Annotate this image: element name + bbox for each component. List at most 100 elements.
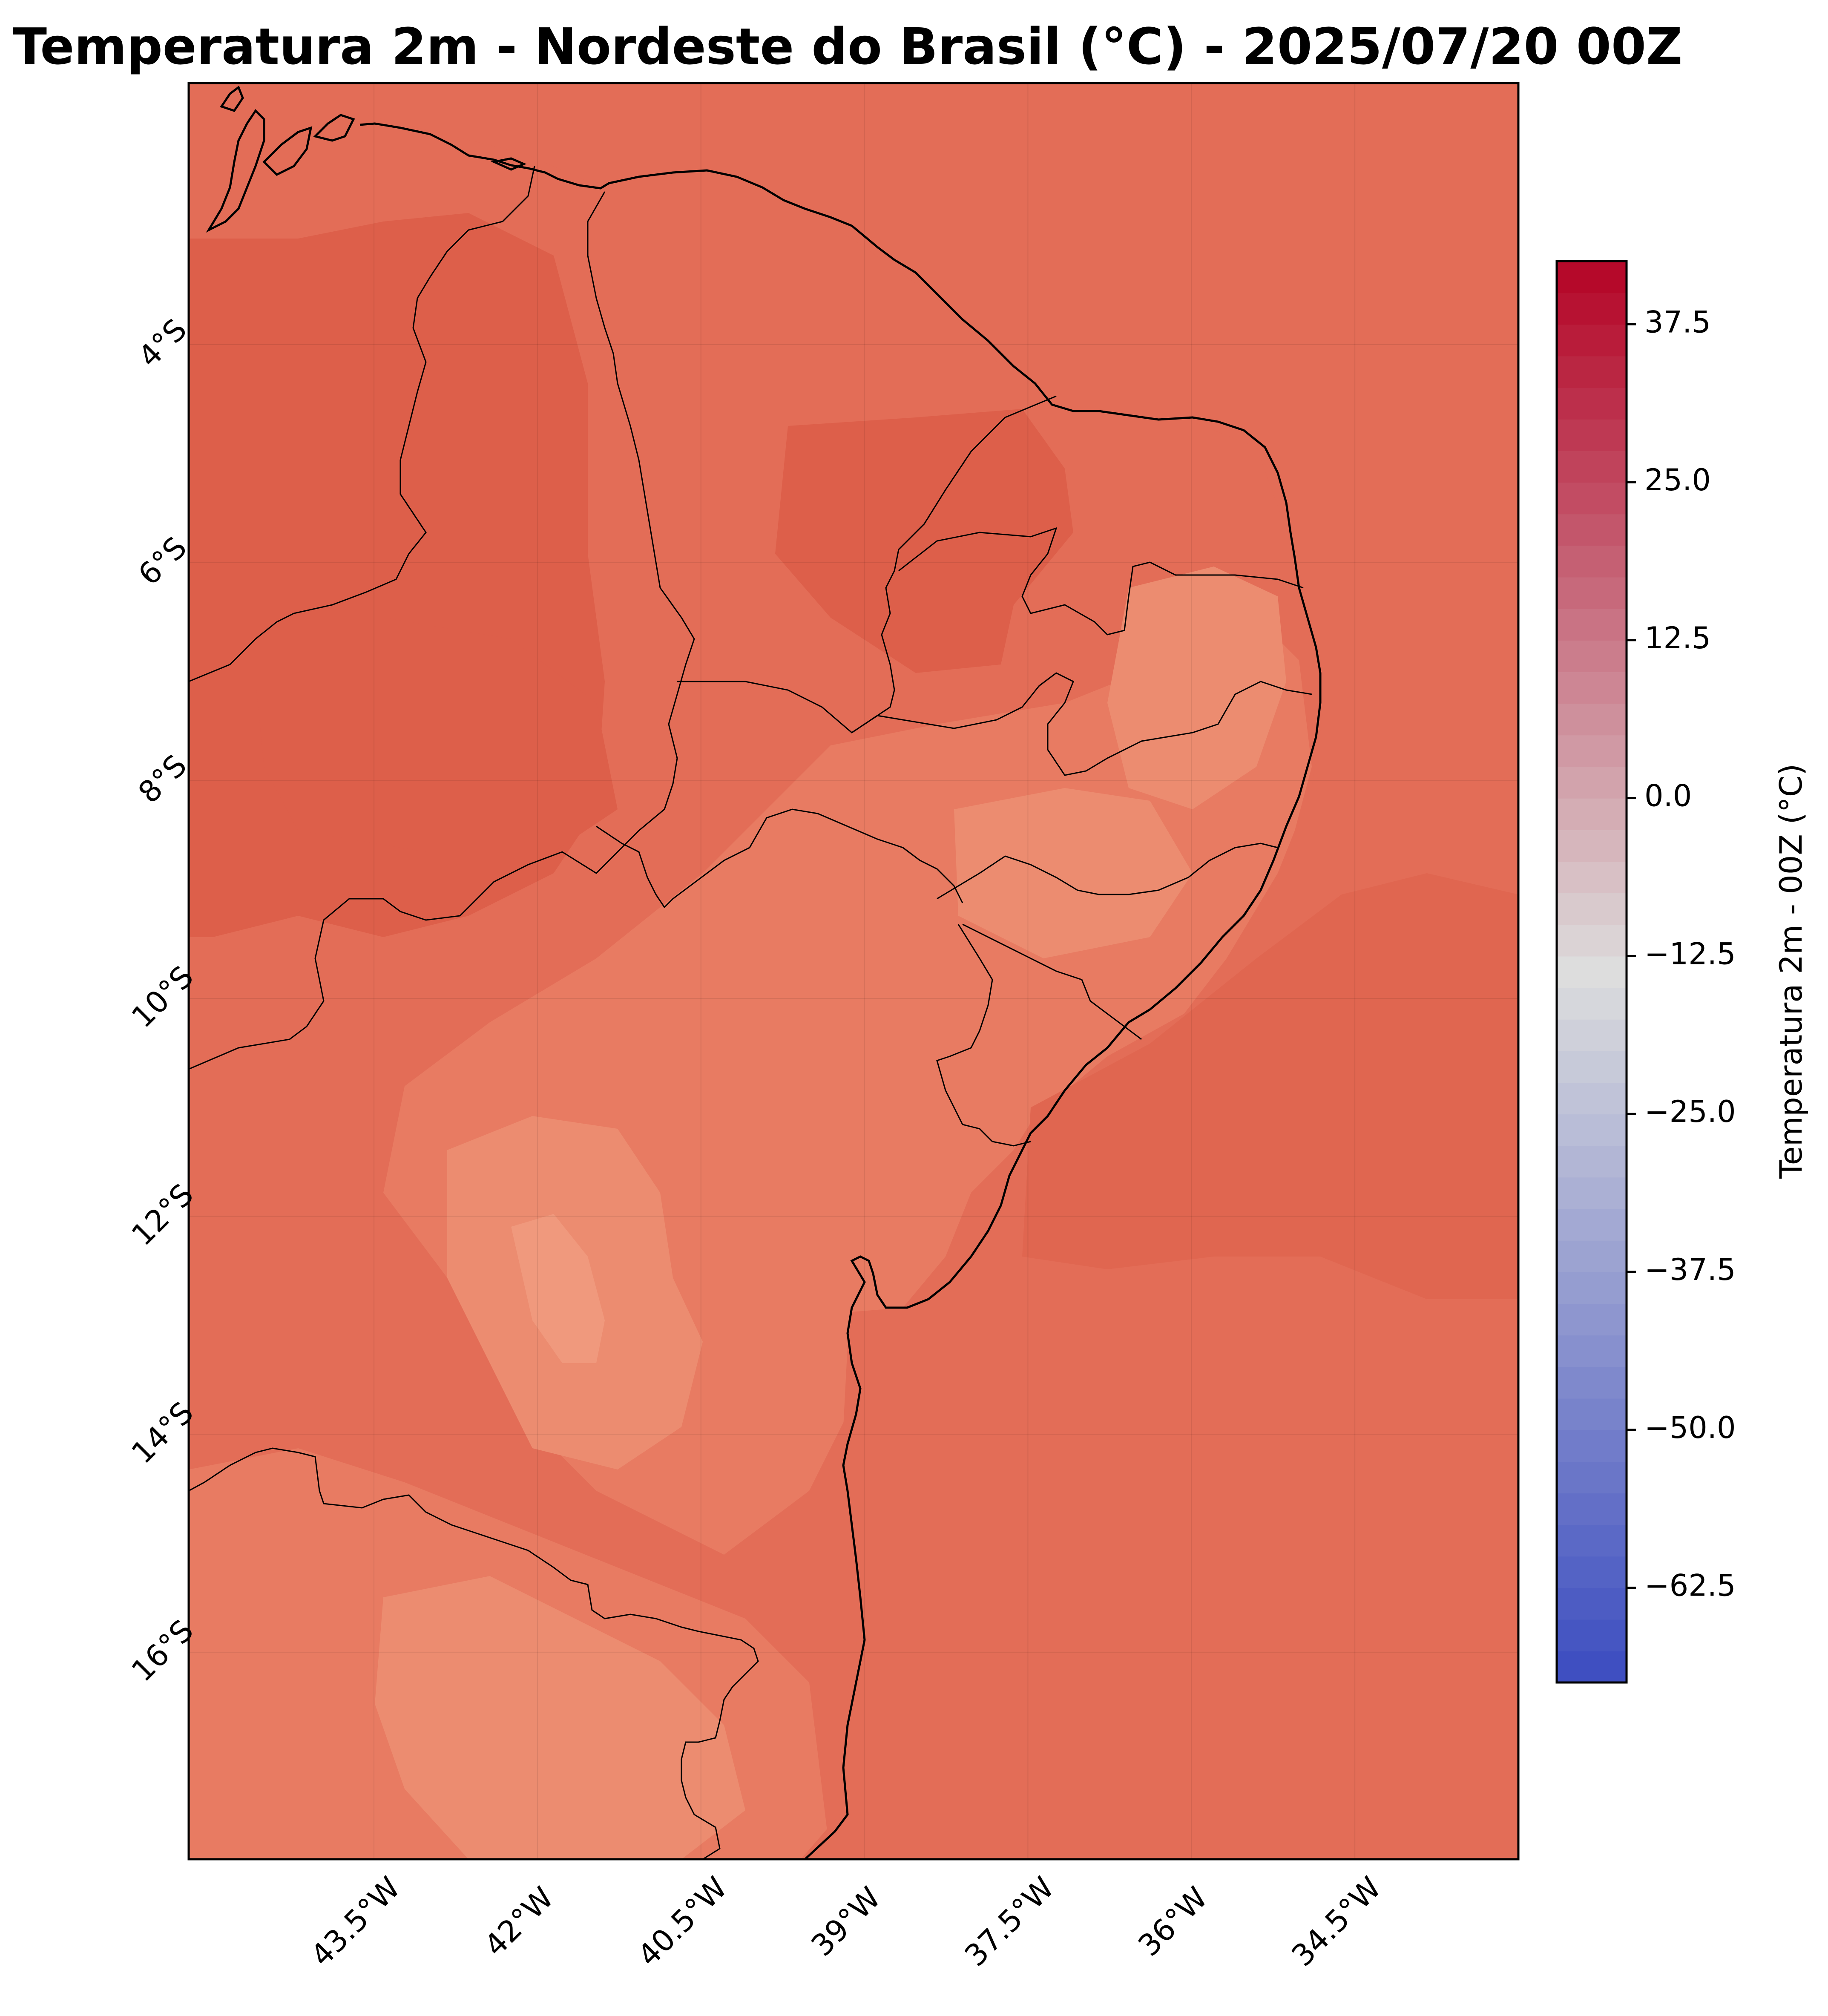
lon-tick-label: 40.5°W <box>631 1870 734 1973</box>
colorbar-frame <box>1555 260 1628 1684</box>
colorbar-band <box>1557 861 1627 894</box>
islands <box>206 86 527 233</box>
state-border <box>962 923 1142 1040</box>
colorbar-band <box>1557 766 1627 799</box>
colorbar-band <box>1557 1398 1627 1430</box>
ocean-warm-band <box>1022 873 1518 1299</box>
colorbar-band <box>1557 798 1627 830</box>
colorbar-band <box>1557 577 1627 609</box>
colorbar-band <box>1557 1524 1627 1557</box>
colorbar-band <box>1557 893 1627 925</box>
map-title: Temperatura 2m - Nordeste do Brasil (°C)… <box>12 17 1683 76</box>
colorbar-band <box>1557 1651 1627 1683</box>
colorbar-band <box>1557 1587 1627 1620</box>
colorbar-band <box>1557 1145 1627 1178</box>
colorbar-band <box>1557 1177 1627 1209</box>
lon-tick-label: 43.5°W <box>304 1870 407 1973</box>
lon-tick-label: 37.5°W <box>958 1870 1061 1973</box>
state-border <box>596 808 963 909</box>
colorbar-band <box>1557 1303 1627 1336</box>
lon-tick-label: 42°W <box>477 1880 560 1963</box>
colorbar-band <box>1557 1114 1627 1146</box>
temperature-field <box>189 83 1518 1859</box>
colorbar-band <box>1557 450 1627 483</box>
colorbar: 37.5 25.0 12.5 0.0 −12.5 −25.0 −37.5 −50.0 −62.5… <box>1555 260 1809 1684</box>
colorbar-band <box>1557 293 1627 325</box>
colorbar-gradient <box>1557 261 1627 1683</box>
colorbar-band <box>1557 1429 1627 1462</box>
colorbar-band <box>1557 1019 1627 1051</box>
warm-zone-west-mid <box>256 618 618 852</box>
lon-tick-label: 39°W <box>805 1880 888 1963</box>
colorbar-band <box>1557 1050 1627 1083</box>
island-outline <box>220 86 244 112</box>
cool-zone-south <box>375 1576 745 1859</box>
cool-zone-northeast <box>1107 567 1286 809</box>
island-outline <box>313 114 355 142</box>
colorbar-band <box>1557 324 1627 357</box>
state-border <box>898 527 1304 636</box>
colorbar-tick-label: −37.5 <box>1644 1252 1736 1287</box>
state-border <box>189 1447 759 1859</box>
colorbar-band <box>1557 482 1627 515</box>
colorbar-tick-label: 25.0 <box>1644 463 1711 498</box>
lat-tick-label: 8°S <box>132 748 194 810</box>
colorbar-band <box>1557 608 1627 641</box>
colorbar-band <box>1557 261 1627 293</box>
colorbar-band <box>1557 640 1627 673</box>
colorbar-band <box>1557 514 1627 546</box>
state-border <box>189 191 695 1070</box>
colorbar-band <box>1557 1366 1627 1399</box>
colorbar-band <box>1557 1335 1627 1367</box>
colorbar-band <box>1557 829 1627 862</box>
colorbar-band <box>1557 703 1627 736</box>
state-border <box>677 672 1312 776</box>
colorbar-ticks: 37.5 25.0 12.5 0.0 −12.5 −25.0 −37.5 −50.0 −62.5 <box>1627 305 1736 1603</box>
colorbar-tick-label: −25.0 <box>1644 1094 1736 1129</box>
coastline-path <box>359 122 1322 1859</box>
colorbar-band <box>1557 1240 1627 1272</box>
colorbar-band <box>1557 1082 1627 1115</box>
colorbar-band <box>1557 735 1627 767</box>
lat-tick-label: 4°S <box>132 312 194 374</box>
colorbar-band <box>1557 545 1627 578</box>
colorbar-band <box>1557 1493 1627 1525</box>
lat-tick-label: 6°S <box>132 530 194 592</box>
lon-tick-label: 36°W <box>1131 1880 1214 1963</box>
state-border <box>189 166 535 682</box>
island-outline <box>262 126 313 176</box>
colorbar-tick-label: 37.5 <box>1644 305 1711 339</box>
state-borders <box>189 166 1312 1859</box>
colorbar-band <box>1557 1619 1627 1651</box>
ocean-area <box>366 83 1518 1859</box>
colorbar-tick-label: −12.5 <box>1644 936 1736 971</box>
colorbar-tick-label: −50.0 <box>1644 1410 1736 1445</box>
state-border <box>851 395 1057 733</box>
island-outline <box>206 109 265 233</box>
colorbar-label: Temperatura 2m - 00Z (°C) <box>1773 764 1809 1179</box>
colorbar-tick-label: 0.0 <box>1644 779 1692 814</box>
colorbar-band <box>1557 987 1627 1020</box>
coastline <box>359 122 1322 1859</box>
colorbar-band <box>1557 924 1627 957</box>
state-border <box>937 843 1278 900</box>
lon-tick-label: 34.5°W <box>1285 1870 1388 1973</box>
colorbar-band <box>1557 956 1627 988</box>
colorbar-band <box>1557 1556 1627 1588</box>
island-outline <box>490 157 527 171</box>
state-border <box>936 924 1031 1147</box>
colorbar-band <box>1557 1461 1627 1494</box>
colorbar-tick-label: 12.5 <box>1644 621 1711 656</box>
colorbar-tick-label: −62.5 <box>1644 1568 1736 1603</box>
colorbar-band <box>1557 1271 1627 1304</box>
colorbar-band <box>1557 419 1627 451</box>
colorbar-band <box>1557 672 1627 704</box>
warm-zone-north-east <box>775 409 1073 673</box>
colorbar-band <box>1557 387 1627 420</box>
map-frame <box>187 82 1520 1861</box>
colorbar-band <box>1557 356 1627 388</box>
coolest-zone <box>511 1214 605 1363</box>
cool-spot-east <box>954 788 1193 958</box>
colorbar-band <box>1557 1208 1627 1241</box>
